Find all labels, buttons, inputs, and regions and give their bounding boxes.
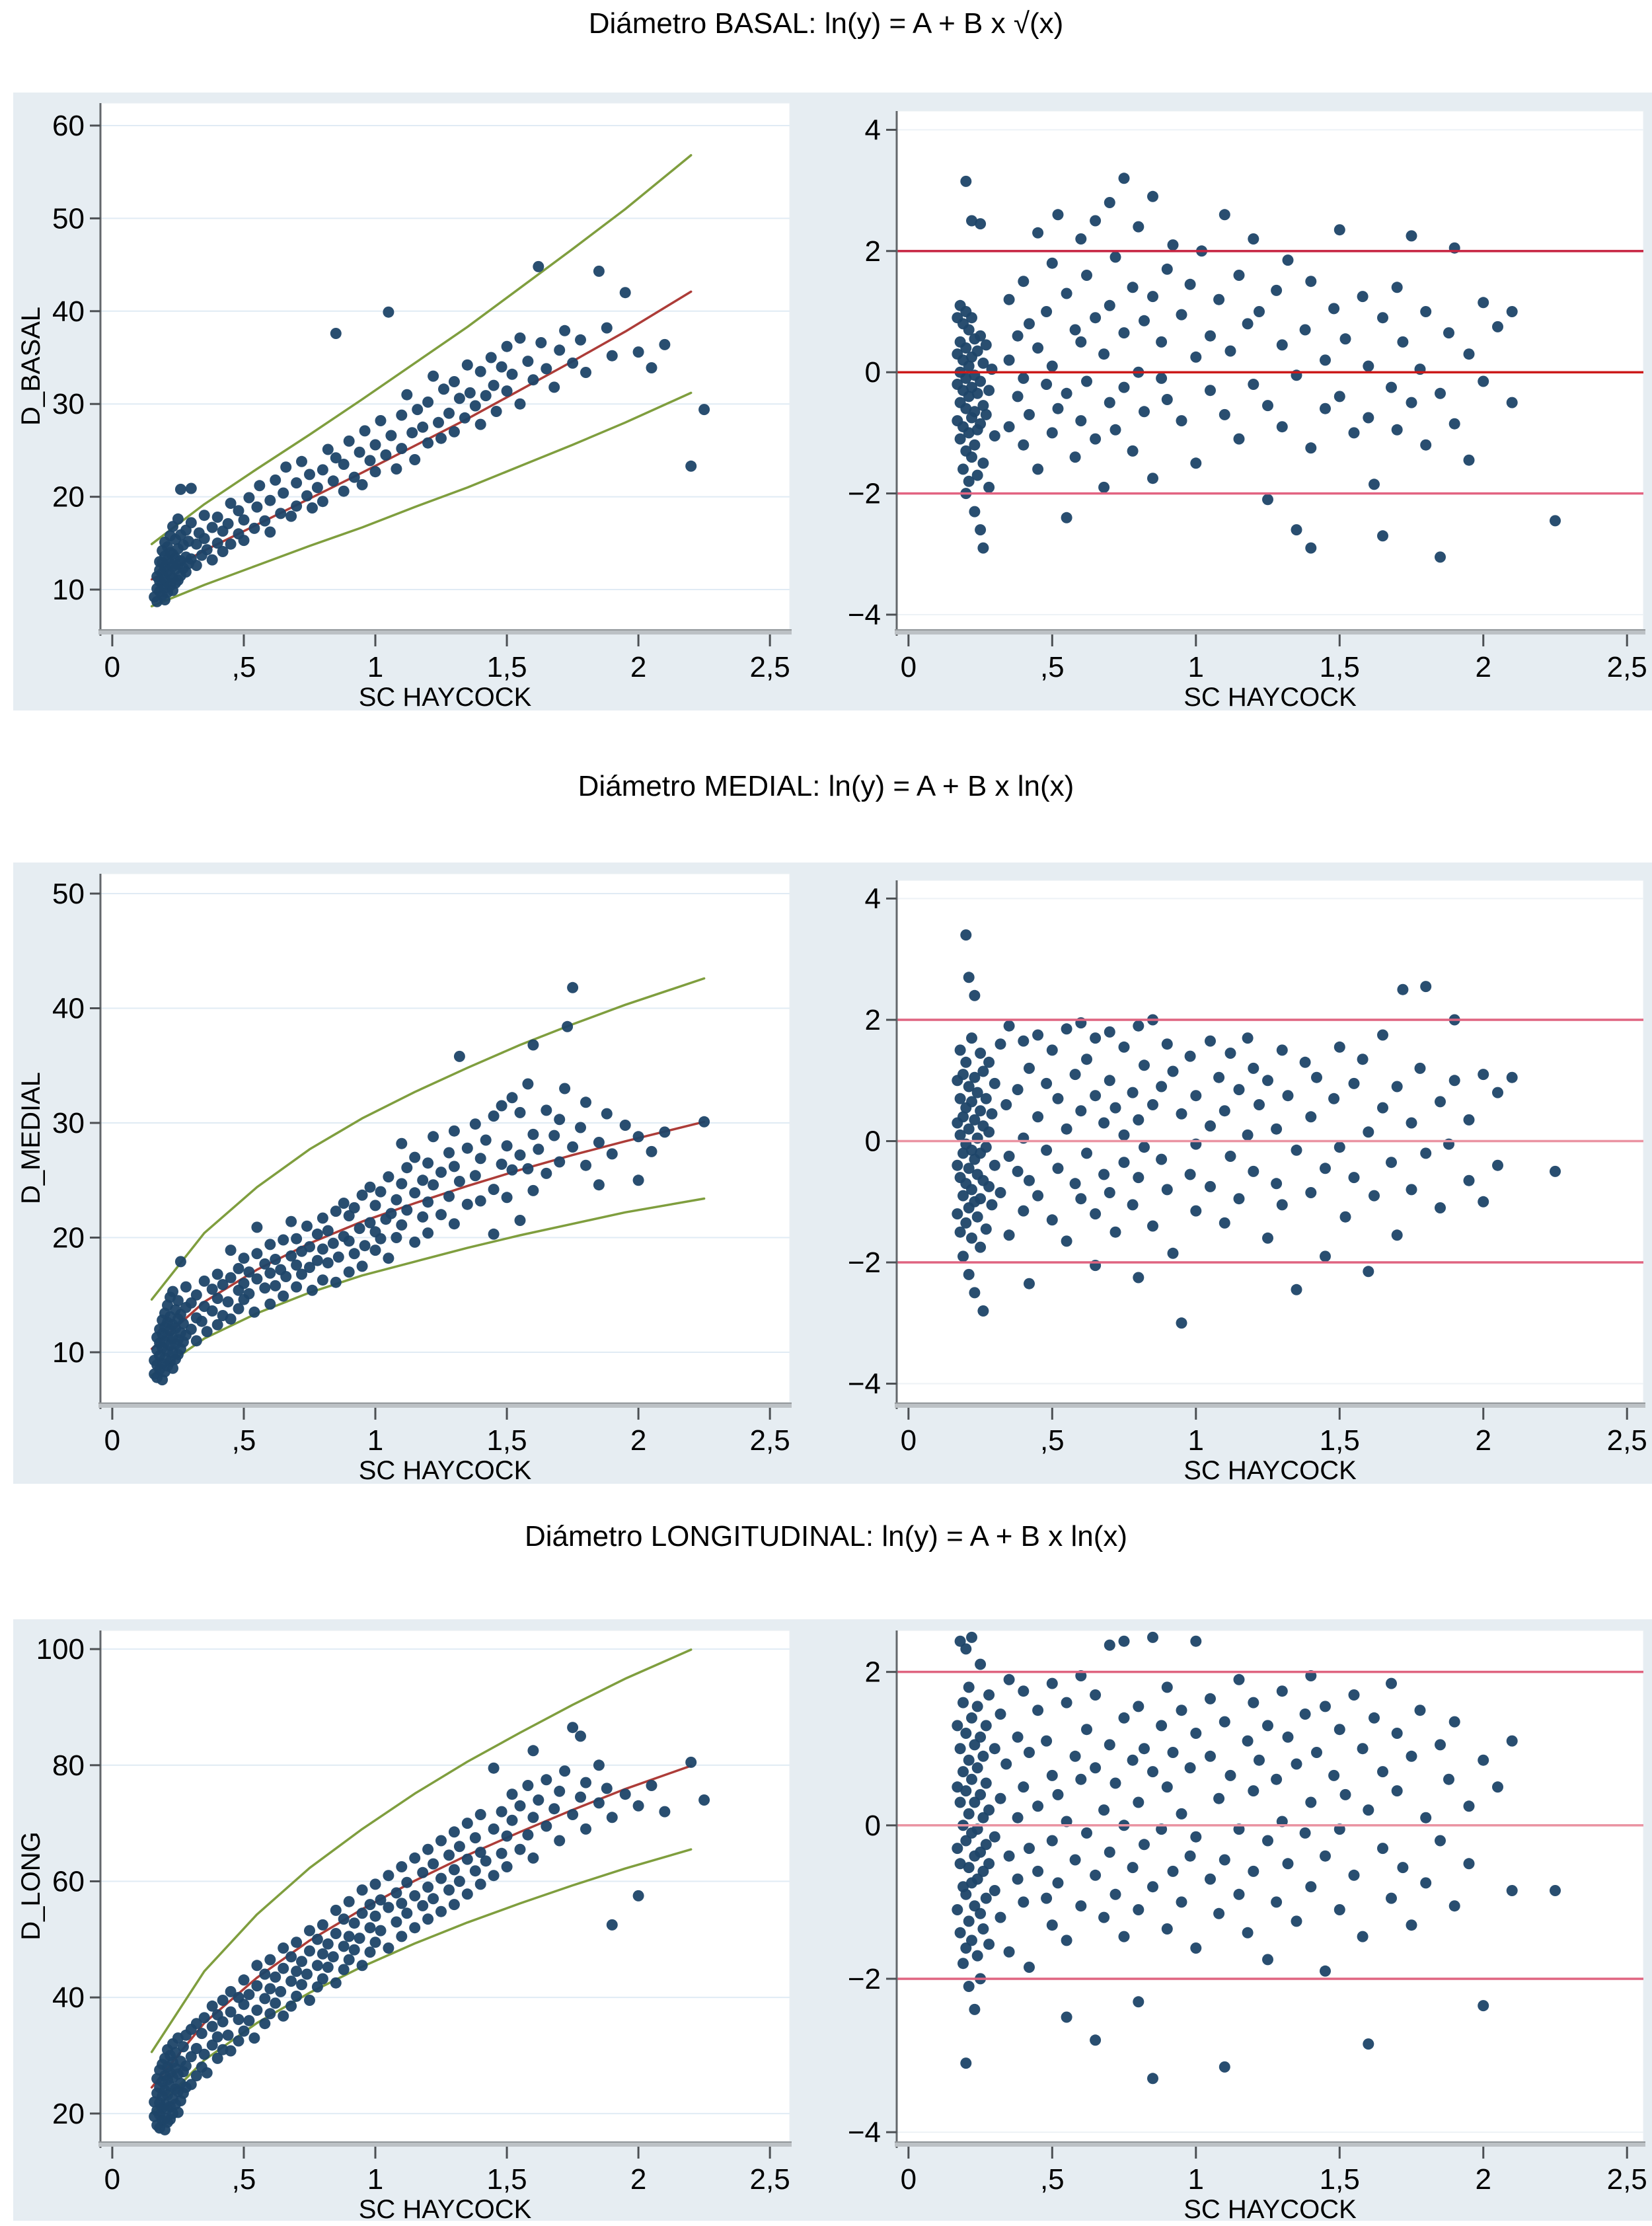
y-tick-label: −2: [848, 1247, 881, 1279]
x-tick-label: 2,5: [1607, 1424, 1647, 1457]
y-tick-label: 50: [52, 878, 85, 910]
y-tick-label: 20: [52, 2098, 85, 2130]
x-tick-label: ,5: [232, 651, 256, 683]
x-tick-label: 1: [367, 651, 383, 683]
y-tick-label: 10: [52, 574, 85, 606]
y-tick-label: 50: [52, 202, 85, 235]
x-tick-label: 0: [901, 1424, 917, 1457]
x-tick-label: 1: [1188, 1424, 1204, 1457]
x-tick-label: 1,5: [486, 1424, 527, 1457]
row-title-basal: Diámetro BASAL: ln(y) = A + B x √(x): [588, 7, 1064, 40]
y-tick-label: 40: [52, 1981, 85, 2014]
x-tick-label: 1,5: [1320, 651, 1360, 683]
y-tick-label: −4: [848, 599, 881, 631]
scatter-panel-medial-fit: 50 40 30 20 10 0 ,5 1 1,5 2 2,5 SC HAYCOCK D_MEDIAL: [13, 863, 809, 1484]
y-tick-label: 20: [52, 481, 85, 514]
x-tick-label: 0: [104, 1424, 120, 1457]
y-tick-label: 2: [865, 1656, 881, 1689]
x-tick-label: 1: [367, 2163, 383, 2196]
x-tick-label: 2,5: [750, 1424, 790, 1457]
y-axis-label: D_LONG: [17, 1831, 46, 1940]
x-tick-label: ,5: [1040, 1424, 1065, 1457]
x-tick-label: ,5: [232, 1424, 256, 1457]
y-tick-label: −2: [848, 1963, 881, 1995]
row-title-longitudinal: Diámetro LONGITUDINAL: ln(y) = A + B x l…: [524, 1520, 1127, 1553]
y-tick-label: 60: [52, 110, 85, 142]
y-tick-label: 0: [865, 1126, 881, 1158]
y-tick-label: 40: [52, 295, 85, 328]
x-tick-label: 0: [901, 2163, 917, 2196]
scatter-panel-longitudinal-residuals: 2 0 −2 −4 0 ,5 1 1,5 2 2,5 SC HAYCOCK: [809, 1619, 1652, 2221]
y-tick-label: 0: [865, 1810, 881, 1842]
x-tick-label: 2,5: [750, 2163, 790, 2196]
x-tick-label: 0: [104, 651, 120, 683]
y-tick-label: 4: [865, 883, 881, 915]
row-title-medial: Diámetro MEDIAL: ln(y) = A + B x ln(x): [578, 770, 1074, 802]
scatter-panel-basal-fit: 60 50 40 30 20 10 0 ,5 1 1,5 2 2,5 SC HAYCOCK D_BASAL: [13, 93, 809, 710]
x-axis-label: SC HAYCOCK: [1183, 1456, 1357, 1484]
x-tick-label: 2: [1475, 651, 1491, 683]
y-tick-label: 80: [52, 1749, 85, 1782]
y-tick-label: 20: [52, 1222, 85, 1254]
x-tick-label: ,5: [1040, 651, 1065, 683]
x-tick-label: 2,5: [1607, 651, 1647, 683]
y-tick-label: 40: [52, 993, 85, 1025]
scatter-panel-basal-residuals: 4 2 0 −2 −4 0 ,5 1 1,5 2 2,5 SC HAYCOCK: [809, 93, 1652, 710]
y-axis-label: D_MEDIAL: [17, 1072, 46, 1204]
y-tick-label: 2: [865, 1004, 881, 1036]
y-tick-label: 100: [36, 1633, 85, 1666]
x-tick-label: 2,5: [750, 651, 790, 683]
y-tick-label: 30: [52, 1107, 85, 1139]
y-tick-label: 10: [52, 1336, 85, 1369]
x-tick-label: 2: [1475, 1424, 1491, 1457]
y-tick-label: −4: [848, 1368, 881, 1401]
x-tick-label: 2: [630, 2163, 646, 2196]
x-tick-label: 1: [1188, 651, 1204, 683]
x-tick-label: 2: [630, 651, 646, 683]
x-tick-label: 1,5: [1320, 1424, 1360, 1457]
x-tick-label: 1,5: [486, 2163, 527, 2196]
x-tick-label: 0: [104, 2163, 120, 2196]
x-axis-label: SC HAYCOCK: [359, 1456, 532, 1484]
x-tick-label: 2: [1475, 2163, 1491, 2196]
y-tick-label: 30: [52, 388, 85, 420]
x-axis-label: SC HAYCOCK: [1183, 2195, 1357, 2221]
x-tick-label: ,5: [1040, 2163, 1065, 2196]
x-tick-label: 1,5: [486, 651, 527, 683]
x-tick-label: 1,5: [1320, 2163, 1360, 2196]
x-tick-label: 1: [1188, 2163, 1204, 2196]
scatter-panel-medial-residuals: 4 2 0 −2 −4 0 ,5 1 1,5 2 2,5 SC HAYCOCK: [809, 863, 1652, 1484]
x-axis-label: SC HAYCOCK: [1183, 683, 1357, 710]
y-tick-label: −4: [848, 2116, 881, 2149]
x-tick-label: 2,5: [1607, 2163, 1647, 2196]
x-tick-label: 2: [630, 1424, 646, 1457]
y-tick-label: 0: [865, 356, 881, 389]
y-tick-label: 4: [865, 114, 881, 146]
x-tick-label: 0: [901, 651, 917, 683]
y-tick-label: 2: [865, 235, 881, 268]
x-tick-label: 1: [367, 1424, 383, 1457]
y-tick-label: 60: [52, 1865, 85, 1898]
x-axis-label: SC HAYCOCK: [359, 683, 532, 710]
y-axis-label: D_BASAL: [17, 307, 46, 426]
x-tick-label: ,5: [232, 2163, 256, 2196]
x-axis-label: SC HAYCOCK: [359, 2195, 532, 2221]
scatter-panel-longitudinal-fit: 100 80 60 40 20 0 ,5 1 1,5 2 2,5 SC HAYCOCK D_LONG: [13, 1619, 809, 2221]
y-tick-label: −2: [848, 478, 881, 510]
